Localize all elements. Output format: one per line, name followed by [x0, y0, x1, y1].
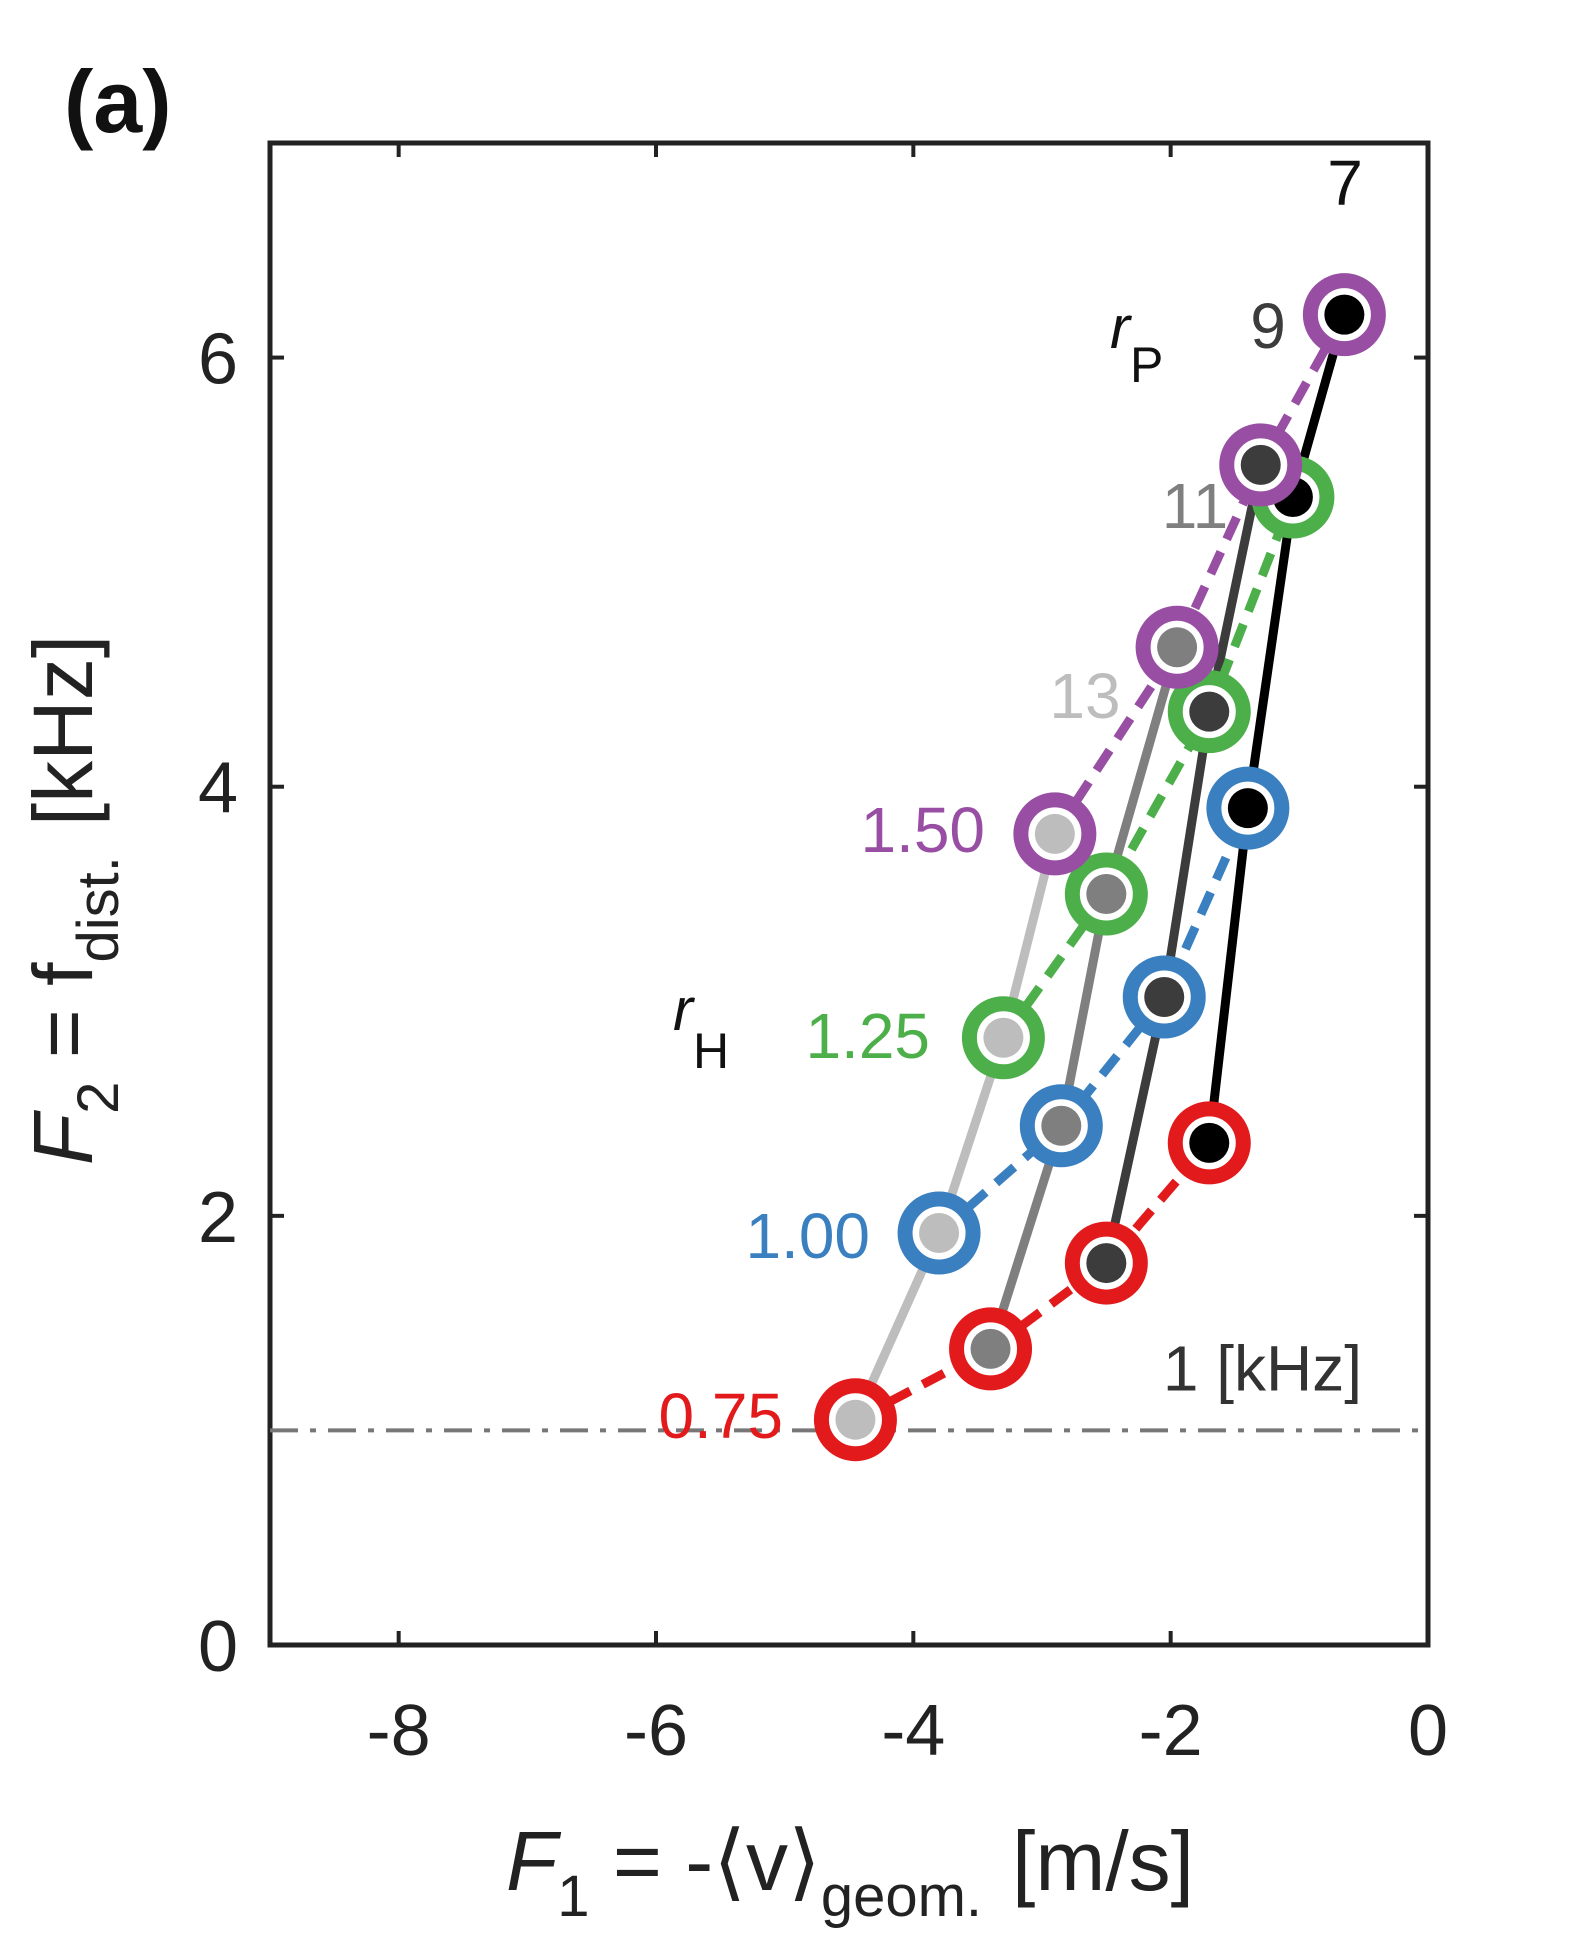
rH-label-main: r	[673, 976, 695, 1043]
marker-core-1.25-2	[1189, 691, 1230, 732]
marker-core-1.00-1	[1041, 1105, 1082, 1146]
y-axis-label-unit: [kHz]	[16, 635, 110, 826]
x-tick-label: -2	[1139, 1691, 1203, 1771]
y-tick-label: 2	[198, 1178, 238, 1258]
reference-line-label: 1 [kHz]	[1163, 1332, 1362, 1404]
y-axis-label-sub: 2	[66, 1082, 131, 1114]
rP-label-sub: P	[1130, 337, 1163, 393]
rP-label: rP	[1110, 294, 1163, 393]
rP-series-line-9	[1101, 463, 1266, 1265]
rH-label: rH	[673, 976, 729, 1079]
x-axis-label: F1 = -⟨v⟩geom. [m/s]	[506, 1814, 1194, 1929]
rH-series-line-1.50	[1051, 312, 1349, 837]
marker-core-1.00-3	[1227, 788, 1268, 829]
y-axis-label: F2 = fdist. [kHz]	[16, 635, 131, 1165]
marker-core-1.00-2	[1144, 976, 1185, 1017]
x-axis-label-rest: = -⟨v⟩	[590, 1814, 821, 1908]
x-axis-label-sub: 1	[557, 1864, 589, 1929]
x-tick-label: -8	[367, 1691, 431, 1771]
x-tick-label: -4	[881, 1691, 945, 1771]
marker-core-0.75-2	[1086, 1243, 1127, 1284]
marker-core-1.50-0	[1034, 813, 1075, 854]
rH-series-label: 1.00	[745, 1200, 870, 1272]
rP-series-label: 9	[1250, 290, 1286, 362]
marker-core-1.25-1	[1086, 874, 1127, 914]
series-markers	[813, 273, 1386, 1462]
y-tick-label: 0	[198, 1607, 238, 1687]
y-axis-label-rest: = f	[16, 962, 110, 1082]
rH-label-sub: H	[693, 1023, 729, 1079]
rP-series-line-13	[851, 832, 1060, 1422]
rP-series-label: 7	[1327, 147, 1363, 219]
plot-area	[267, 140, 1431, 1648]
marker-core-1.25-0	[983, 1017, 1024, 1058]
x-axis-label-unit: [m/s]	[1012, 1814, 1194, 1908]
marker-core-0.75-0	[835, 1399, 876, 1440]
rP-series-label: 13	[1049, 660, 1120, 732]
reference-line-group: 1 [kHz]	[270, 1332, 1428, 1433]
y-tick-label: 4	[198, 749, 238, 829]
rH-series-line-0.75	[853, 1139, 1213, 1424]
rH-series-label: 1.25	[805, 1000, 930, 1072]
series-lines	[851, 312, 1349, 1424]
y-axis-label-sub2: dist.	[66, 856, 131, 962]
rH-series-line-1.00	[936, 806, 1252, 1237]
marker-core-1.50-3	[1324, 294, 1365, 335]
rH-series-line-1.25	[999, 495, 1298, 1041]
rP-series-line-11	[986, 646, 1182, 1351]
x-tick-label: 0	[1408, 1691, 1448, 1771]
y-axis-label-main: F	[16, 1109, 110, 1165]
rP-series-label: 11	[1162, 470, 1228, 542]
x-tick-label: -6	[624, 1691, 688, 1771]
axis-ticks: -8 -6 -4 -2 0 0 2 4 6	[198, 143, 1448, 1771]
rP-series-line-7	[1204, 313, 1349, 1144]
plot-frame	[267, 140, 1431, 1648]
x-axis-label-sub2: geom.	[821, 1864, 982, 1929]
marker-core-0.75-1	[970, 1328, 1011, 1369]
annotations: 79 11 13 0.75 1.00 1.25 1.50	[658, 147, 1362, 1452]
rH-series-label: 1.50	[860, 794, 985, 866]
y-tick-label: 6	[198, 320, 238, 400]
rP-label-main: r	[1110, 294, 1132, 361]
rH-series-label: 0.75	[658, 1380, 783, 1452]
marker-core-0.75-3	[1189, 1122, 1230, 1163]
panel-label: (a)	[64, 52, 172, 151]
marker-core-1.50-1	[1157, 627, 1198, 668]
marker-core-1.50-2	[1240, 444, 1281, 485]
x-axis-label-main: F	[506, 1814, 562, 1908]
marker-core-1.00-0	[919, 1213, 960, 1254]
